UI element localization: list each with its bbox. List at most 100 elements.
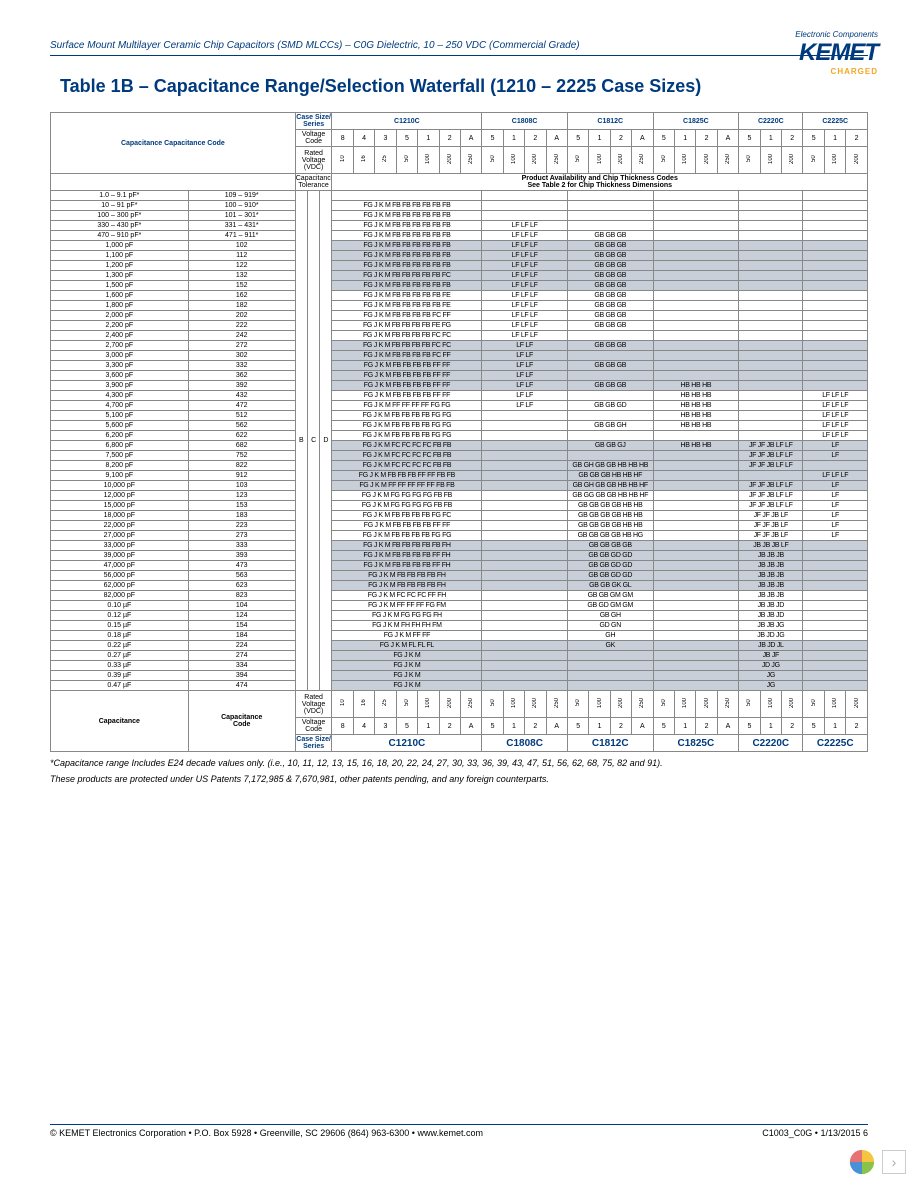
foot-rv: 200	[610, 691, 631, 718]
foot-vc: 5	[739, 718, 760, 735]
codes-c1825: HB HB HB	[653, 391, 739, 401]
codes-c1808	[482, 591, 568, 601]
cap-code: 152	[188, 281, 295, 291]
codes-c1812	[567, 331, 653, 341]
codes-c1825	[653, 471, 739, 481]
codes-c1825	[653, 241, 739, 251]
codes-c1808: LF LF	[482, 351, 568, 361]
foot-rv: 50	[567, 691, 588, 718]
vcode: 5	[567, 130, 588, 147]
codes-c2220	[739, 311, 803, 321]
foot-series: C1808C	[482, 735, 568, 752]
footnote-1: *Capacitance range Includes E24 decade v…	[50, 758, 868, 768]
codes-c2225: LF	[803, 521, 868, 531]
next-page-button[interactable]: ›	[882, 1150, 906, 1174]
cap-value: 22,000 pF	[51, 521, 189, 531]
bcd-col: D	[320, 191, 332, 691]
foot-rv: 50	[653, 691, 674, 718]
codes-c2220: JB JB JB	[739, 561, 803, 571]
codes-c2225	[803, 581, 868, 591]
codes-c1812: GB GD GM GM	[567, 601, 653, 611]
codes-c2220	[739, 281, 803, 291]
foot-rv-label: Rated Voltage (VDC)	[295, 691, 332, 718]
foot-vc: 2	[846, 718, 868, 735]
codes-c1210: FG J K M FB FB FB FB FC FF	[332, 311, 482, 321]
bcd-col: B	[295, 191, 307, 691]
cap-code: 154	[188, 621, 295, 631]
table-title: Table 1B – Capacitance Range/Selection W…	[60, 76, 868, 97]
table-row: 0.39 µF394FG J K MJG	[51, 671, 868, 681]
foot-vc-label: Voltage Code	[295, 718, 332, 735]
codes-c1812	[567, 411, 653, 421]
codes-c1808	[482, 661, 568, 671]
foot-vc: 5	[396, 718, 417, 735]
vcode: 2	[782, 130, 803, 147]
table-row: 8,200 pF822FG J K M FC FC FC FC FB FBGB …	[51, 461, 868, 471]
codes-c1812	[567, 661, 653, 671]
codes-c1808	[482, 431, 568, 441]
codes-c1210: FG J K M FF FF FF FF FF FB FB	[332, 481, 482, 491]
codes-c2225	[803, 631, 868, 641]
codes-c1210: FG J K M FB FB FB FB FB FB	[332, 241, 482, 251]
codes-c1825	[653, 651, 739, 661]
cap-value: 2,200 pF	[51, 321, 189, 331]
series-c1812: C1812C	[567, 113, 653, 130]
codes-c1808	[482, 521, 568, 531]
codes-c1210: FG J K M FG FG FG FG FB FB	[332, 501, 482, 511]
case-size-series-label: Case Size/Series	[295, 113, 332, 130]
codes-c2220: JF JF JB LF LF	[739, 441, 803, 451]
foot-cap: Capacitance	[51, 691, 189, 752]
codes-c1210: FG J K M FB FB FB FB FF FF	[332, 521, 482, 531]
rated-voltage-label: Rated Voltage (VDC)	[295, 147, 332, 174]
foot-vc: A	[632, 718, 653, 735]
codes-c1210	[332, 191, 482, 201]
foot-rv: 100	[589, 691, 610, 718]
blank	[51, 174, 296, 191]
codes-c2220	[739, 411, 803, 421]
cap-value: 330 – 430 pF*	[51, 221, 189, 231]
codes-c2220	[739, 421, 803, 431]
cap-code: 101 – 301*	[188, 211, 295, 221]
codes-c1210: FG J K M FC FC FC FC FB FB	[332, 451, 482, 461]
codes-c2220	[739, 321, 803, 331]
table-row: 9,100 pF912FG J K M FB FB FB FF FF FB FB…	[51, 471, 868, 481]
codes-c1808: LF LF	[482, 381, 568, 391]
codes-c2225: LF LF LF	[803, 431, 868, 441]
codes-c2225	[803, 641, 868, 651]
foot-vc: A	[717, 718, 738, 735]
footnote-2: These products are protected under US Pa…	[50, 774, 868, 784]
cap-code: 122	[188, 261, 295, 271]
codes-c1812: GK	[567, 641, 653, 651]
codes-c2220	[739, 261, 803, 271]
vcode: A	[717, 130, 738, 147]
foot-rv: 200	[525, 691, 546, 718]
vcode: 2	[696, 130, 717, 147]
cap-code: 362	[188, 371, 295, 381]
codes-c1825	[653, 451, 739, 461]
cap-value: 100 – 300 pF*	[51, 211, 189, 221]
codes-c2220	[739, 231, 803, 241]
codes-c1812: GB GG GB GB HB HB HF	[567, 491, 653, 501]
table-row: 18,000 pF183FG J K M FB FB FB FB FG FCGB…	[51, 511, 868, 521]
codes-c1808: LF LF LF	[482, 291, 568, 301]
codes-c2220	[739, 341, 803, 351]
codes-c2220: JF JF JB LF LF	[739, 501, 803, 511]
codes-c1210: FG J K M FB FB FB FB FH	[332, 571, 482, 581]
table-row: 1,000 pF102FG J K M FB FB FB FB FB FBLF …	[51, 241, 868, 251]
codes-c2225: LF	[803, 501, 868, 511]
codes-c1812	[567, 671, 653, 681]
footer-right: C1003_C0G • 1/13/2015 6	[762, 1128, 868, 1138]
table-row: 3,000 pF302FG J K M FB FB FB FB FC FFLF …	[51, 351, 868, 361]
foot-vc: 1	[418, 718, 439, 735]
cap-value: 3,300 pF	[51, 361, 189, 371]
codes-c1210: FG J K M FB FB FB FB FB FB	[332, 231, 482, 241]
codes-c1825	[653, 541, 739, 551]
codes-c2220: JG	[739, 671, 803, 681]
cap-value: 0.27 µF	[51, 651, 189, 661]
cap-code: 274	[188, 651, 295, 661]
table-row: 0.15 µF154FG J K M FH FH FH FMGD GNJB JB…	[51, 621, 868, 631]
codes-c1812	[567, 351, 653, 361]
cap-value: 33,000 pF	[51, 541, 189, 551]
codes-c2220: JF JF JB LF	[739, 531, 803, 541]
codes-c1825	[653, 671, 739, 681]
